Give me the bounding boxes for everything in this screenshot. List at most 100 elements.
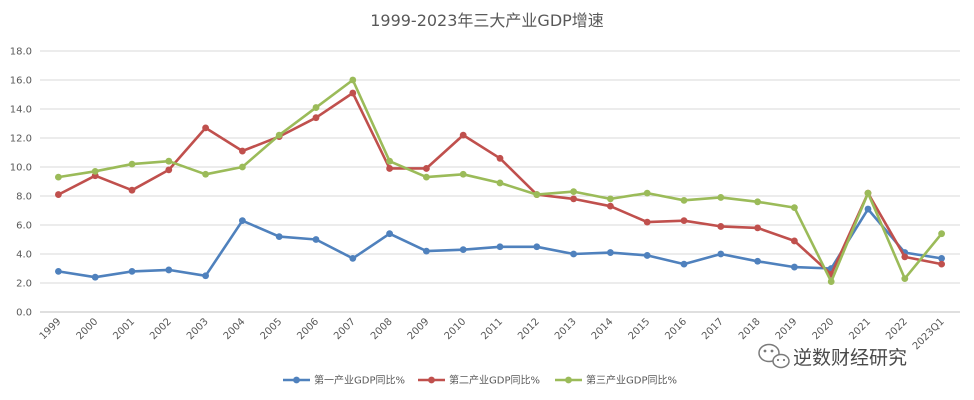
series-1 xyxy=(55,205,945,281)
y-tick-label: 0.0 xyxy=(16,308,32,319)
data-point xyxy=(275,131,283,139)
legend-label: 第二产业GDP同比% xyxy=(449,374,540,387)
x-tick-label: 2014 xyxy=(590,316,616,342)
wechat-icon xyxy=(758,343,790,369)
series-3 xyxy=(55,76,945,285)
legend-marker xyxy=(428,376,435,384)
data-point xyxy=(312,114,320,122)
data-point xyxy=(791,263,798,271)
x-tick-label: 1999 xyxy=(38,316,64,342)
data-point xyxy=(459,246,467,254)
x-tick-label: 2011 xyxy=(479,316,505,342)
data-point xyxy=(643,218,651,226)
y-tick-label: 12.0 xyxy=(10,134,32,145)
data-point xyxy=(91,167,99,175)
data-point xyxy=(275,233,283,241)
data-point xyxy=(938,260,945,268)
data-point xyxy=(496,179,504,187)
data-point xyxy=(680,217,688,225)
x-tick-label: 2001 xyxy=(111,316,137,342)
data-point xyxy=(128,160,136,168)
chart-title: 1999-2023年三大产业GDP增速 xyxy=(370,11,604,30)
x-tick-label: 2015 xyxy=(627,316,653,342)
legend-item-3: 第三产业GDP同比% xyxy=(555,374,677,387)
x-tick-label: 2008 xyxy=(369,316,395,342)
y-tick-label: 6.0 xyxy=(16,221,32,232)
data-point xyxy=(423,247,430,255)
data-point xyxy=(55,191,62,198)
x-tick-label: 2023Q1 xyxy=(911,316,947,352)
data-point xyxy=(202,272,210,280)
data-point xyxy=(938,230,945,238)
legend-marker xyxy=(293,376,300,384)
x-tick-label: 2016 xyxy=(663,316,689,342)
legend-label: 第一产业GDP同比% xyxy=(314,374,405,387)
data-point xyxy=(680,196,688,204)
data-point xyxy=(165,266,173,274)
data-point xyxy=(239,163,246,171)
data-point xyxy=(386,157,393,165)
y-tick-label: 8.0 xyxy=(16,192,32,203)
data-point xyxy=(717,194,725,201)
watermark-text: 逆数财经研究 xyxy=(793,347,907,369)
data-point xyxy=(570,195,577,203)
y-tick-label: 16.0 xyxy=(10,76,32,87)
legend-item-1: 第一产业GDP同比% xyxy=(283,374,405,387)
x-tick-label: 2022 xyxy=(884,316,910,342)
x-tick-label: 2010 xyxy=(443,316,469,342)
data-point xyxy=(165,166,173,174)
series-lines xyxy=(55,76,945,285)
data-point xyxy=(349,89,357,97)
data-point xyxy=(533,191,541,198)
data-point xyxy=(312,236,320,243)
data-point xyxy=(165,157,173,165)
data-point xyxy=(791,237,798,245)
data-point xyxy=(128,186,136,194)
data-point xyxy=(570,250,577,258)
x-tick-label: 2019 xyxy=(774,316,800,342)
x-tick-label: 2012 xyxy=(516,316,542,342)
data-point xyxy=(202,124,210,132)
series-line xyxy=(58,207,942,279)
data-point xyxy=(386,165,393,172)
x-tick-label: 2007 xyxy=(332,316,358,342)
y-tick-label: 2.0 xyxy=(16,279,32,290)
data-point xyxy=(938,254,945,262)
legend: 第一产业GDP同比% 第二产业GDP同比% 第三产业GDP同比% xyxy=(283,374,677,387)
data-point xyxy=(901,275,909,283)
data-point xyxy=(239,147,246,155)
data-point xyxy=(754,198,761,206)
x-tick-label: 2006 xyxy=(295,316,321,342)
data-point xyxy=(717,223,725,230)
x-tick-label: 2018 xyxy=(737,316,763,342)
data-point xyxy=(864,205,872,213)
x-tick-label: 2017 xyxy=(700,316,726,342)
data-point xyxy=(607,202,614,210)
y-tick-label: 14.0 xyxy=(10,105,32,116)
y-tick-label: 10.0 xyxy=(10,163,32,174)
data-point xyxy=(459,170,467,178)
data-point xyxy=(827,278,835,285)
data-point xyxy=(386,230,393,238)
data-point xyxy=(239,217,246,225)
data-point xyxy=(91,273,99,281)
data-point xyxy=(202,170,210,178)
data-point xyxy=(791,204,798,212)
data-point xyxy=(459,131,467,139)
data-point xyxy=(901,253,909,261)
data-point xyxy=(533,243,541,251)
legend-item-2: 第二产业GDP同比% xyxy=(418,374,540,387)
watermark: 逆数财经研究 xyxy=(758,343,907,369)
data-point xyxy=(570,188,577,196)
x-tick-label: 2003 xyxy=(185,316,211,342)
data-point xyxy=(312,104,320,111)
data-point xyxy=(55,173,62,181)
data-point xyxy=(496,154,504,162)
data-point xyxy=(128,268,136,275)
data-point xyxy=(423,165,430,172)
data-point xyxy=(496,243,504,251)
legend-label: 第三产业GDP同比% xyxy=(586,374,677,387)
gridlines xyxy=(40,50,960,313)
x-tick-label: 2000 xyxy=(75,316,101,342)
